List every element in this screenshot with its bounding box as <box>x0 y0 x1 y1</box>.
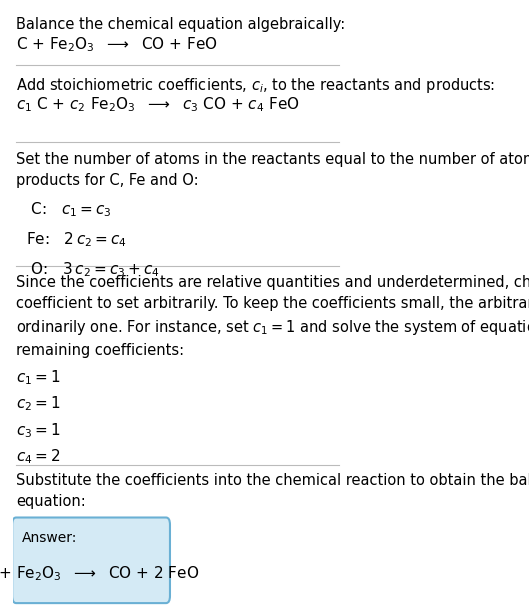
Text: Balance the chemical equation algebraically:: Balance the chemical equation algebraica… <box>16 17 345 32</box>
Text: Since the coefficients are relative quantities and underdetermined, choose a
coe: Since the coefficients are relative quan… <box>16 275 529 358</box>
Text: $c_1 = 1$: $c_1 = 1$ <box>16 368 61 387</box>
Text: C + Fe$_2$O$_3$  $\longrightarrow$  CO + 2 FeO: C + Fe$_2$O$_3$ $\longrightarrow$ CO + 2… <box>0 564 199 583</box>
Text: C:   $c_1 = c_3$: C: $c_1 = c_3$ <box>26 200 112 219</box>
FancyBboxPatch shape <box>12 518 170 603</box>
Text: $c_1$ C + $c_2$ Fe$_2$O$_3$  $\longrightarrow$  $c_3$ CO + $c_4$ FeO: $c_1$ C + $c_2$ Fe$_2$O$_3$ $\longrighta… <box>16 95 300 114</box>
Text: Answer:: Answer: <box>22 531 77 544</box>
Text: $c_2 = 1$: $c_2 = 1$ <box>16 395 61 413</box>
Text: Add stoichiometric coefficients, $c_i$, to the reactants and products:: Add stoichiometric coefficients, $c_i$, … <box>16 76 495 95</box>
Text: $c_3 = 1$: $c_3 = 1$ <box>16 421 61 439</box>
Text: Set the number of atoms in the reactants equal to the number of atoms in the
pro: Set the number of atoms in the reactants… <box>16 152 529 188</box>
Text: $c_4 = 2$: $c_4 = 2$ <box>16 447 61 466</box>
Text: Fe:   $2\,c_2 = c_4$: Fe: $2\,c_2 = c_4$ <box>26 230 127 249</box>
Text: Substitute the coefficients into the chemical reaction to obtain the balanced
eq: Substitute the coefficients into the che… <box>16 473 529 509</box>
Text: O:   $3\,c_2 = c_3 + c_4$: O: $3\,c_2 = c_3 + c_4$ <box>26 260 160 279</box>
Text: C + Fe$_2$O$_3$  $\longrightarrow$  CO + FeO: C + Fe$_2$O$_3$ $\longrightarrow$ CO + F… <box>16 35 218 54</box>
